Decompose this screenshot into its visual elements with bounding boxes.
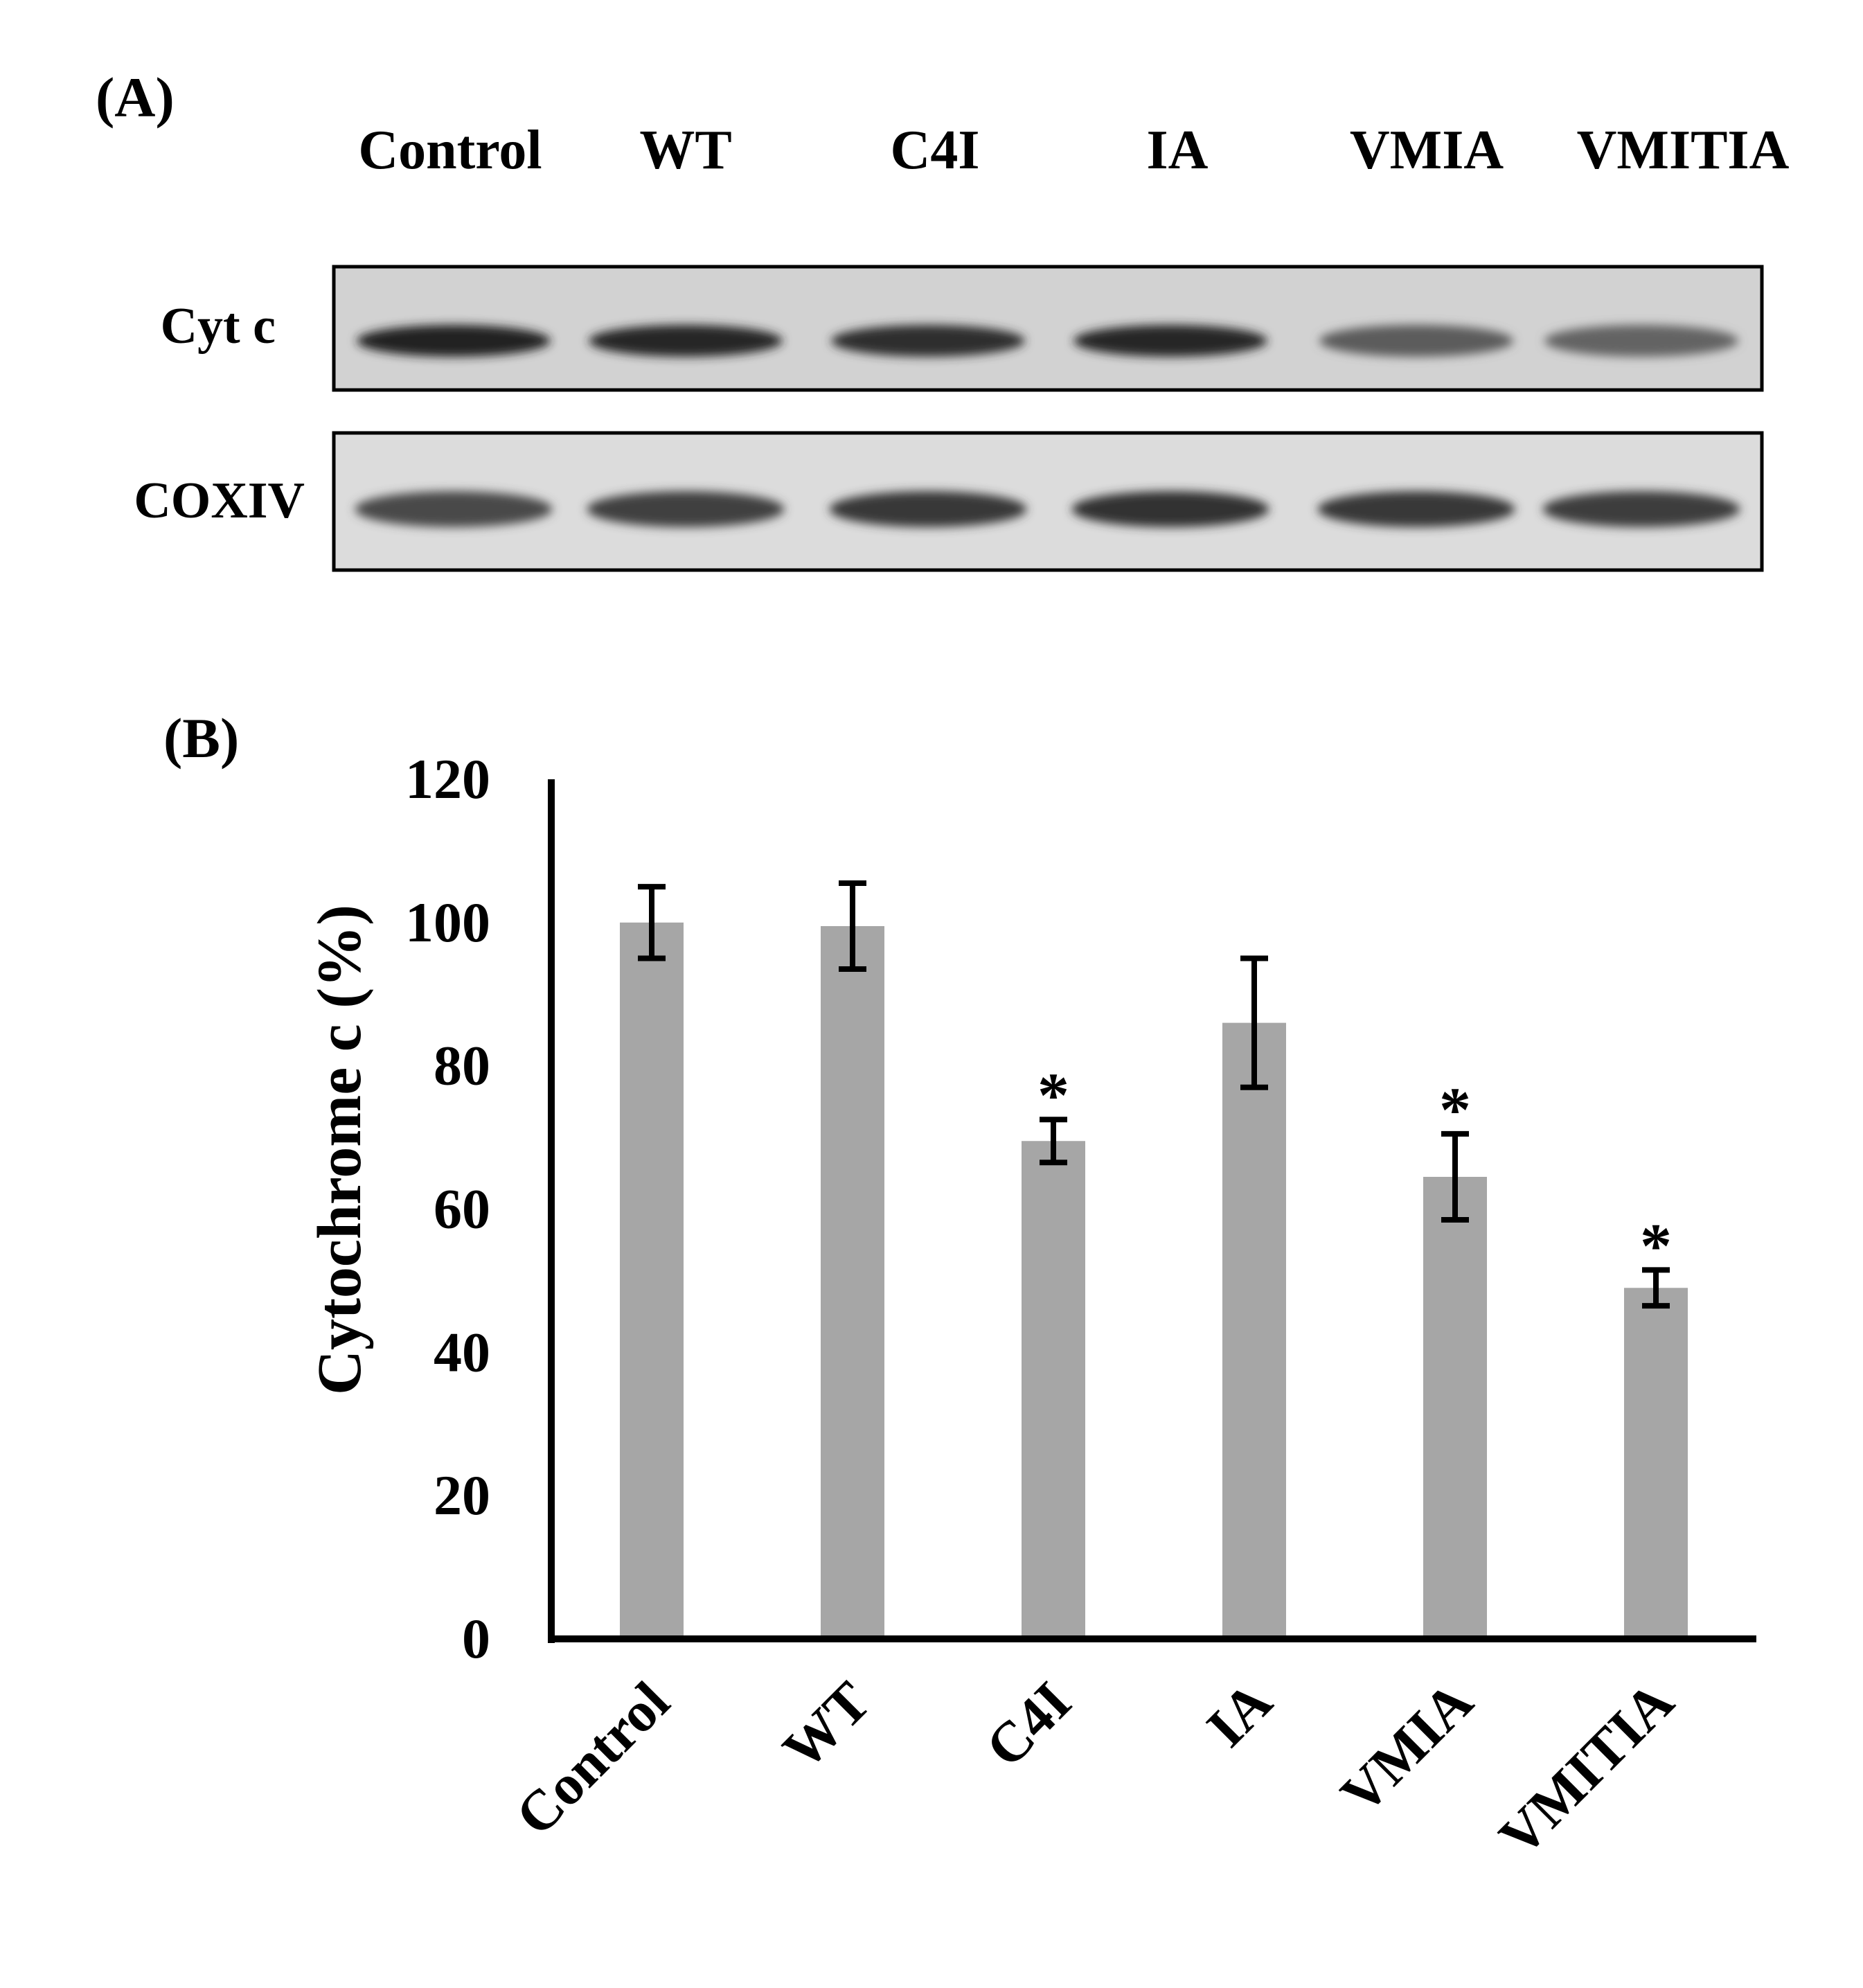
y-tick-label: 80: [434, 1034, 490, 1097]
error-bar-vmia: [1441, 1130, 1469, 1223]
bar-vmia: [1423, 1176, 1487, 1639]
lane-header-wt: WT: [639, 120, 731, 181]
x-tick-label-ia: IA: [1195, 1669, 1284, 1759]
y-tick-label: 120: [405, 747, 490, 810]
band-coxiv-wt: [587, 491, 785, 527]
significance-markers: * * *: [1037, 1060, 1672, 1281]
blot-cyt-c: Cyt c: [161, 265, 1764, 392]
y-tick-label: 20: [434, 1464, 490, 1527]
error-bar-wt: [839, 880, 866, 973]
bands-cyt-c: [357, 325, 1738, 357]
bands-coxiv: [355, 491, 1740, 527]
band-cyt-c-ia: [1073, 325, 1267, 357]
band-cyt-c-wt: [589, 325, 783, 357]
lane-headers: Control WT C4I IA VMIA VMITIA: [358, 120, 1789, 181]
band-coxiv-ia: [1071, 491, 1269, 527]
panel-a: (A) Control WT C4I IA VMIA VMITIA Cyt c COXIV: [96, 66, 1790, 572]
significance-marker-vmitia: *: [1640, 1210, 1672, 1281]
y-tick-label: 100: [405, 891, 490, 954]
error-bars: [638, 880, 1670, 1309]
error-bar-ia: [1240, 955, 1268, 1090]
y-tick-label: 40: [434, 1320, 490, 1383]
error-bar-c4i: [1040, 1117, 1067, 1166]
lane-header-vmia: VMIA: [1350, 120, 1504, 181]
band-cyt-c-vmitia: [1544, 325, 1738, 357]
error-bar-control: [638, 884, 666, 961]
bar-c4i: [1022, 1141, 1085, 1639]
lane-header-ia: IA: [1147, 120, 1209, 181]
x-tick-label-control: Control: [503, 1669, 681, 1847]
panel-a-label: (A): [96, 66, 175, 129]
blot-label-cyt-c: Cyt c: [161, 298, 276, 355]
blot-frame-cyt-c: [332, 265, 1764, 392]
band-coxiv-control: [355, 491, 553, 527]
y-axis-title: Cytochrome c (%): [305, 905, 374, 1395]
blot-frame-coxiv: [332, 431, 1764, 572]
band-cyt-c-control: [357, 325, 551, 357]
band-coxiv-c4i: [829, 491, 1027, 527]
band-coxiv-vmia: [1317, 491, 1515, 527]
bar-vmitia: [1624, 1288, 1688, 1639]
significance-marker-c4i: *: [1037, 1060, 1069, 1130]
y-axis-ticks: 0 20 40 60 80 100 120: [405, 747, 490, 1670]
band-coxiv-vmitia: [1542, 491, 1740, 527]
x-axis-labels: Control WT C4I IA VMIA VMITIA: [503, 1669, 1686, 1868]
bar-wt: [821, 926, 884, 1639]
panel-b-label: (B): [163, 707, 239, 770]
bars: [620, 922, 1688, 1639]
bar-ia: [1222, 1022, 1286, 1639]
lane-header-vmitia: VMITIA: [1577, 120, 1790, 181]
error-bar-vmitia: [1642, 1267, 1670, 1309]
significance-marker-vmia: *: [1439, 1074, 1471, 1145]
x-tick-label-c4i: C4I: [974, 1669, 1083, 1779]
blot-coxiv: COXIV: [134, 431, 1764, 572]
x-tick-label-wt: WT: [771, 1669, 882, 1781]
band-cyt-c-vmia: [1319, 325, 1513, 357]
band-cyt-c-c4i: [831, 325, 1025, 357]
x-tick-label-vmia: VMIA: [1328, 1669, 1484, 1825]
lane-header-control: Control: [358, 120, 542, 181]
lane-header-c4i: C4I: [891, 120, 980, 181]
x-tick-label-vmitia: VMITIA: [1487, 1669, 1686, 1868]
blot-label-coxiv: COXIV: [134, 472, 305, 529]
bar-control: [620, 922, 684, 1639]
y-tick-label: 60: [434, 1178, 490, 1241]
y-tick-label: 0: [462, 1607, 490, 1670]
